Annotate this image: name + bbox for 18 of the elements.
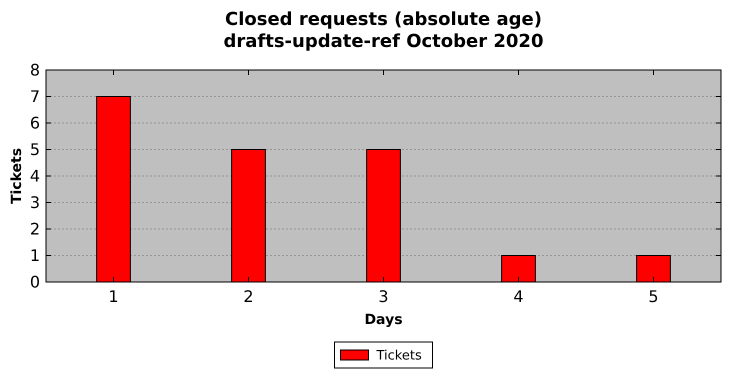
x-axis-title: Days: [364, 312, 403, 328]
chart-title: Closed requests (absolute age) drafts-update-ref October 2020: [223, 9, 544, 52]
x-tick-label: 1: [108, 287, 119, 306]
y-tick-label: 6: [30, 114, 40, 133]
x-tick-label: 4: [513, 287, 524, 306]
y-tick-label: 8: [30, 60, 40, 80]
y-tick-label: 0: [30, 272, 40, 292]
x-tick-label: 3: [378, 287, 389, 306]
y-tick-label: 4: [30, 166, 40, 186]
y-tick-label: 7: [30, 87, 40, 106]
x-tick-label: 2: [243, 287, 254, 306]
legend-label: Tickets: [376, 348, 422, 364]
x-tick-label: 5: [648, 287, 659, 306]
y-tick-label: 3: [30, 193, 40, 212]
y-axis-title: Tickets: [9, 148, 25, 204]
y-tick-label: 5: [30, 140, 40, 160]
y-tick-label: 2: [30, 220, 40, 239]
y-tick-label: 1: [30, 246, 40, 266]
